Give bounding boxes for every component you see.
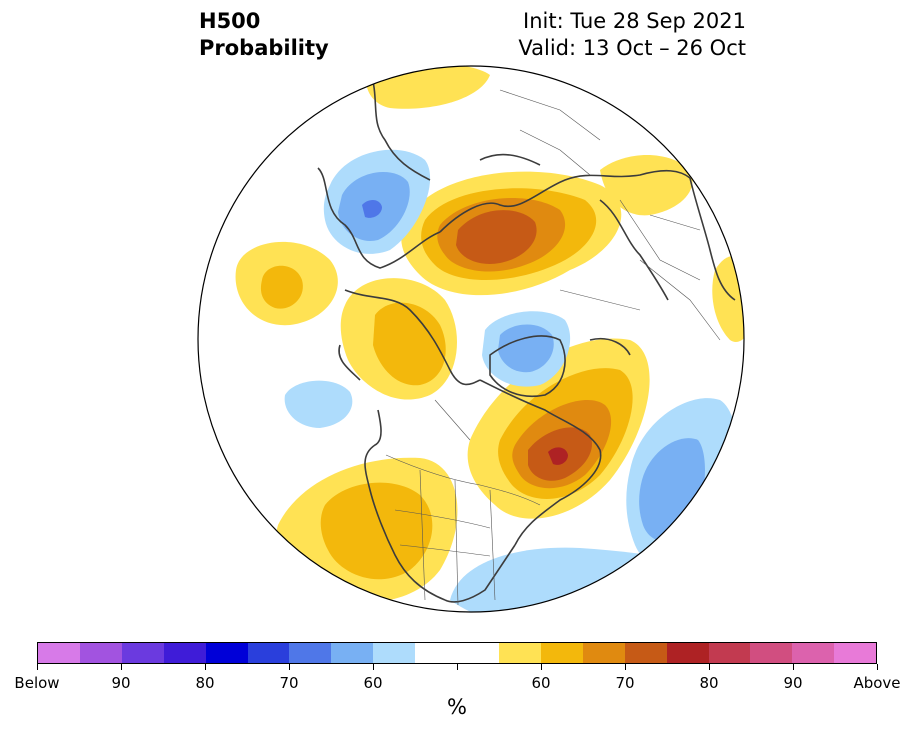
colorbar-tick bbox=[289, 664, 290, 670]
init-date: Init: Tue 28 Sep 2021 bbox=[523, 9, 746, 33]
pacific-positive-60 bbox=[260, 265, 303, 309]
colorbar-swatch bbox=[624, 643, 667, 663]
map-title: H500 Probability bbox=[199, 8, 329, 62]
colorbar-tick bbox=[541, 664, 542, 670]
colorbar-swatch bbox=[205, 643, 248, 663]
colorbar-label: 70 bbox=[615, 674, 635, 692]
colorbar-swatch bbox=[457, 643, 499, 663]
colorbar-swatch bbox=[163, 643, 206, 663]
colorbar-swatch bbox=[289, 643, 332, 663]
colorbar-label: Above bbox=[853, 674, 901, 692]
anomaly-fields bbox=[235, 66, 744, 612]
colorbar bbox=[37, 642, 877, 664]
colorbar-label: 90 bbox=[111, 674, 131, 692]
colorbar-swatch bbox=[792, 643, 835, 663]
political-borders bbox=[385, 89, 721, 606]
colorbar-tick bbox=[793, 664, 794, 670]
colorbar-tick bbox=[709, 664, 710, 670]
colorbar-tick bbox=[877, 664, 878, 670]
asia-negative-65 bbox=[362, 199, 382, 218]
colorbar-swatch bbox=[38, 643, 80, 663]
colorbar-swatch bbox=[373, 643, 416, 663]
colorbar-tick bbox=[37, 664, 38, 670]
colorbar-label: 80 bbox=[699, 674, 719, 692]
colorbar-tick bbox=[625, 664, 626, 670]
colorbar-label: 60 bbox=[363, 674, 383, 692]
colorbar-swatch bbox=[708, 643, 751, 663]
pacific-negative-55 bbox=[284, 380, 353, 428]
title-line-1: H500 bbox=[199, 9, 261, 33]
map-subtitle: Init: Tue 28 Sep 2021 Valid: 13 Oct – 26… bbox=[518, 8, 746, 62]
colorbar-tick bbox=[457, 664, 458, 670]
colorbar-swatch bbox=[79, 643, 122, 663]
colorbar-swatch bbox=[121, 643, 164, 663]
valid-range: Valid: 13 Oct – 26 Oct bbox=[518, 36, 746, 60]
colorbar-swatch bbox=[834, 643, 877, 663]
colorbar-swatch bbox=[415, 643, 458, 663]
colorbar-swatch bbox=[247, 643, 290, 663]
colorbar-swatch bbox=[666, 643, 709, 663]
canada-positive-75 bbox=[548, 447, 568, 465]
westus-positive-60 bbox=[320, 482, 433, 580]
polar-map bbox=[197, 65, 745, 613]
colorbar-swatch bbox=[498, 643, 541, 663]
colorbar-label: 90 bbox=[783, 674, 803, 692]
title-line-2: Probability bbox=[199, 36, 329, 60]
colorbar-tick bbox=[373, 664, 374, 670]
colorbar-label: Below bbox=[14, 674, 60, 692]
colorbar-swatch bbox=[540, 643, 583, 663]
colorbar-label: 60 bbox=[531, 674, 551, 692]
colorbar-swatch bbox=[750, 643, 793, 663]
colorbar-label: 80 bbox=[195, 674, 215, 692]
colorbar-ticks bbox=[37, 664, 878, 672]
colorbar-tick bbox=[205, 664, 206, 670]
colorbar-swatch bbox=[331, 643, 374, 663]
globe-outline bbox=[197, 65, 745, 613]
alaska-positive-60 bbox=[373, 302, 446, 386]
siberia-positive-70 bbox=[456, 210, 537, 264]
colorbar-unit: % bbox=[447, 695, 467, 719]
scandinavia-positive-55 bbox=[600, 155, 693, 216]
colorbar-label: 70 bbox=[279, 674, 299, 692]
coastlines bbox=[317, 69, 736, 603]
colorbar-tick bbox=[121, 664, 122, 670]
colorbar-swatch bbox=[582, 643, 625, 663]
